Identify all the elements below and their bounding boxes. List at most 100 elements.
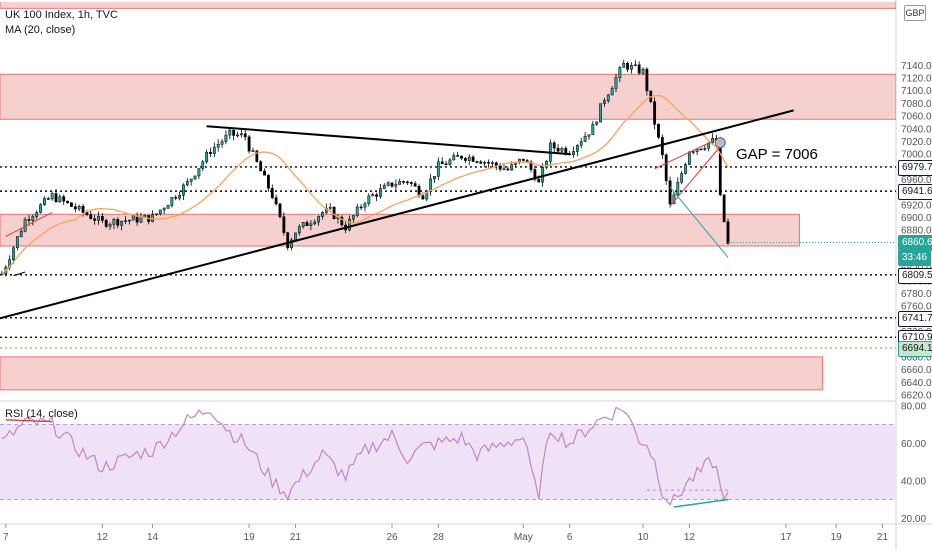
candle-body[interactable] <box>340 216 344 226</box>
candle-body[interactable] <box>417 186 421 196</box>
candle-body[interactable] <box>413 183 417 187</box>
candle-body[interactable] <box>317 216 321 223</box>
candle-body[interactable] <box>247 136 251 152</box>
candle-body[interactable] <box>475 161 479 163</box>
candle-body[interactable] <box>31 216 35 221</box>
candle-body[interactable] <box>691 151 695 153</box>
candle-body[interactable] <box>575 145 579 152</box>
candle-body[interactable] <box>259 161 263 172</box>
candle-body[interactable] <box>97 216 100 221</box>
candle-body[interactable] <box>313 221 317 225</box>
candle-body[interactable] <box>487 161 490 164</box>
candle-body[interactable] <box>491 162 494 164</box>
candle-body[interactable] <box>328 206 332 209</box>
candle-body[interactable] <box>433 175 436 180</box>
candle-body[interactable] <box>684 164 687 174</box>
candle-body[interactable] <box>406 181 409 184</box>
candle-body[interactable] <box>189 178 193 182</box>
candle-body[interactable] <box>409 182 413 184</box>
candle-body[interactable] <box>120 220 124 226</box>
candle-body[interactable] <box>290 239 293 249</box>
candle-body[interactable] <box>127 219 131 222</box>
candle-body[interactable] <box>23 219 27 232</box>
candle-body[interactable] <box>236 134 239 137</box>
candle-body[interactable] <box>185 181 189 186</box>
trendline[interactable] <box>654 137 721 170</box>
candle-body[interactable] <box>703 148 707 150</box>
candle-body[interactable] <box>394 184 398 187</box>
candle-body[interactable] <box>626 63 629 70</box>
candle-body[interactable] <box>591 123 595 135</box>
supply-demand-zone[interactable] <box>0 73 896 120</box>
candle-body[interactable] <box>660 137 664 156</box>
candle-body[interactable] <box>382 185 386 189</box>
price-level-label[interactable]: 6809.5 <box>898 267 932 284</box>
candle-body[interactable] <box>460 155 463 159</box>
candle-body[interactable] <box>556 147 560 152</box>
supply-demand-zone[interactable] <box>0 0 896 9</box>
supply-demand-zone[interactable] <box>0 356 824 391</box>
candle-body[interactable] <box>363 203 367 208</box>
candle-body[interactable] <box>15 236 19 248</box>
candle-body[interactable] <box>367 195 371 204</box>
rsi-legend[interactable]: RSI (14, close) <box>5 408 78 420</box>
candle-body[interactable] <box>301 222 305 227</box>
candle-body[interactable] <box>668 180 672 205</box>
price-level-label[interactable]: 6860.6 <box>898 235 932 252</box>
candle-body[interactable] <box>228 129 232 136</box>
candle-body[interactable] <box>645 68 649 92</box>
candle-body[interactable] <box>286 232 290 249</box>
ma-legend[interactable]: MA (20, close) <box>5 24 76 36</box>
candle-body[interactable] <box>232 129 236 136</box>
trendline[interactable] <box>669 146 721 207</box>
price-level-label[interactable]: 6979.7 <box>898 159 932 176</box>
candle-body[interactable] <box>309 223 313 226</box>
candle-body[interactable] <box>583 135 587 142</box>
candle-body[interactable] <box>463 158 467 161</box>
candle-body[interactable] <box>379 188 382 197</box>
candle-body[interactable] <box>77 205 81 210</box>
candle-body[interactable] <box>614 77 618 89</box>
candle-body[interactable] <box>572 151 575 155</box>
candle-body[interactable] <box>348 218 351 231</box>
candle-body[interactable] <box>436 161 440 177</box>
candle-body[interactable] <box>471 156 475 162</box>
candle-body[interactable] <box>294 232 297 241</box>
candle-body[interactable] <box>178 194 181 199</box>
candle-body[interactable] <box>263 170 266 176</box>
candle-body[interactable] <box>43 198 46 205</box>
candle-body[interactable] <box>425 190 429 200</box>
candle-body[interactable] <box>355 206 359 216</box>
candle-body[interactable] <box>448 159 452 165</box>
candle-body[interactable] <box>521 158 525 161</box>
candle-body[interactable] <box>664 154 668 182</box>
candle-body[interactable] <box>657 124 660 138</box>
candle-body[interactable] <box>541 167 545 183</box>
candle-body[interactable] <box>440 161 444 165</box>
candle-body[interactable] <box>139 216 143 223</box>
candle-body[interactable] <box>444 163 448 166</box>
candle-body[interactable] <box>498 165 502 170</box>
candle-body[interactable] <box>680 173 684 183</box>
candle-body[interactable] <box>205 151 209 163</box>
candle-body[interactable] <box>216 144 220 148</box>
candle-body[interactable] <box>390 182 394 187</box>
candle-body[interactable] <box>108 224 112 227</box>
candle-body[interactable] <box>19 231 23 237</box>
candle-body[interactable] <box>282 216 286 233</box>
candle-body[interactable] <box>398 181 402 185</box>
trendline[interactable] <box>206 125 570 156</box>
candle-body[interactable] <box>270 188 274 198</box>
trendline[interactable] <box>13 271 26 277</box>
candle-body[interactable] <box>193 175 197 180</box>
symbol-title[interactable]: UK 100 Index, 1h, TVC <box>5 9 118 21</box>
candle-body[interactable] <box>371 194 375 197</box>
price-level-label[interactable]: 6941.6 <box>898 184 932 201</box>
candle-body[interactable] <box>560 148 564 152</box>
candle-body[interactable] <box>359 206 363 209</box>
price-level-label[interactable]: 6694.1 <box>898 340 932 357</box>
candle-body[interactable] <box>375 194 378 197</box>
candle-body[interactable] <box>506 168 510 171</box>
currency-badge[interactable]: GBP <box>904 5 926 21</box>
candle-body[interactable] <box>641 68 645 74</box>
